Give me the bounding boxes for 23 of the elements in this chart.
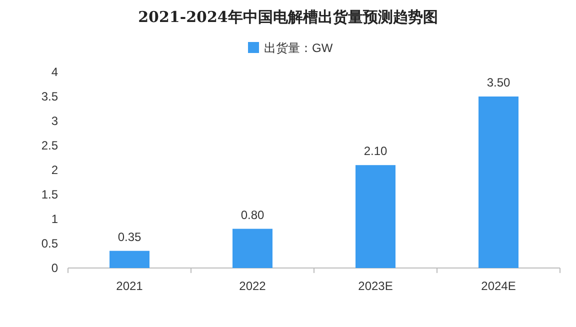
x-tick-label: 2022 xyxy=(239,279,266,293)
bar xyxy=(232,228,272,268)
y-tick-label: 0.5 xyxy=(41,236,58,250)
bar xyxy=(356,165,396,268)
chart-title: 2021-2024年中国电解槽出货量预测趋势图 xyxy=(138,8,438,26)
x-tick-label: 2024E xyxy=(481,279,516,293)
data-label: 0.80 xyxy=(240,208,264,222)
y-tick-label: 4 xyxy=(51,65,58,79)
y-tick-label: 2 xyxy=(51,163,58,177)
data-label: 2.10 xyxy=(364,144,388,158)
y-tick-label: 3.5 xyxy=(41,90,58,104)
x-tick-label: 2023E xyxy=(358,279,393,293)
data-label: 3.50 xyxy=(486,76,510,90)
legend-label: 出货量：GW xyxy=(264,41,334,55)
y-tick-label: 2.5 xyxy=(41,138,58,152)
y-tick-label: 1.5 xyxy=(41,188,58,202)
y-tick-label: 0 xyxy=(51,261,58,275)
x-tick-label: 2021 xyxy=(116,279,144,293)
data-label: 0.35 xyxy=(118,230,142,244)
bar xyxy=(110,250,150,268)
y-tick-label: 3 xyxy=(51,114,58,128)
y-tick-label: 1 xyxy=(51,212,58,226)
bar xyxy=(478,96,518,268)
